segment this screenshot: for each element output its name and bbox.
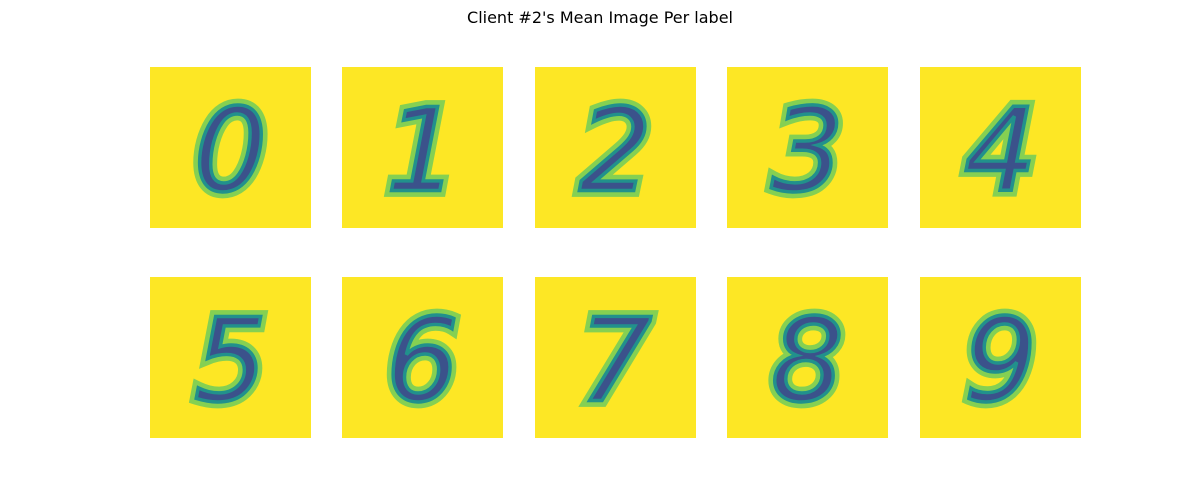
digit-glyph-6: 6 <box>386 295 459 429</box>
mean-image-8: 88 <box>727 277 888 438</box>
mean-image-7: 77 <box>535 277 696 438</box>
digit-glyph-4: 4 <box>964 85 1037 219</box>
mean-image-1: 11 <box>342 67 503 228</box>
digit-halo-2: 2 <box>579 85 652 219</box>
digit-halo-3: 3 <box>771 85 844 219</box>
digit-halo-4: 4 <box>964 85 1037 219</box>
mean-image-6: 66 <box>342 277 503 438</box>
digit-glyph-7: 7 <box>579 295 652 429</box>
digit-halo-8: 8 <box>771 295 844 429</box>
digit-halo-1: 1 <box>386 85 459 219</box>
image-background <box>535 67 696 228</box>
image-background <box>535 277 696 438</box>
digit-glyph-8: 8 <box>771 295 844 429</box>
mean-image-3: 33 <box>727 67 888 228</box>
image-background <box>342 67 503 228</box>
image-background <box>150 67 311 228</box>
image-background <box>342 277 503 438</box>
digit-glyph-0: 0 <box>194 85 267 219</box>
digit-glyph-9: 9 <box>964 295 1037 429</box>
digit-halo-0: 0 <box>194 85 267 219</box>
digit-halo-6: 6 <box>386 295 459 429</box>
digit-glyph-5: 5 <box>194 295 267 429</box>
image-background <box>150 277 311 438</box>
digit-halo-5: 5 <box>194 295 267 429</box>
figure-title: Client #2's Mean Image Per label <box>467 8 733 27</box>
digit-glyph-1: 1 <box>386 85 459 219</box>
digit-halo-7: 7 <box>579 295 652 429</box>
mean-image-4: 44 <box>920 67 1081 228</box>
mean-image-0: 00 <box>150 67 311 228</box>
mean-image-9: 99 <box>920 277 1081 438</box>
digit-glyph-2: 2 <box>579 85 652 219</box>
mean-image-5: 55 <box>150 277 311 438</box>
image-background <box>920 67 1081 228</box>
digit-halo-9: 9 <box>964 295 1037 429</box>
mean-image-2: 22 <box>535 67 696 228</box>
digit-glyph-3: 3 <box>771 85 844 219</box>
image-background <box>727 277 888 438</box>
image-background <box>920 277 1081 438</box>
image-background <box>727 67 888 228</box>
